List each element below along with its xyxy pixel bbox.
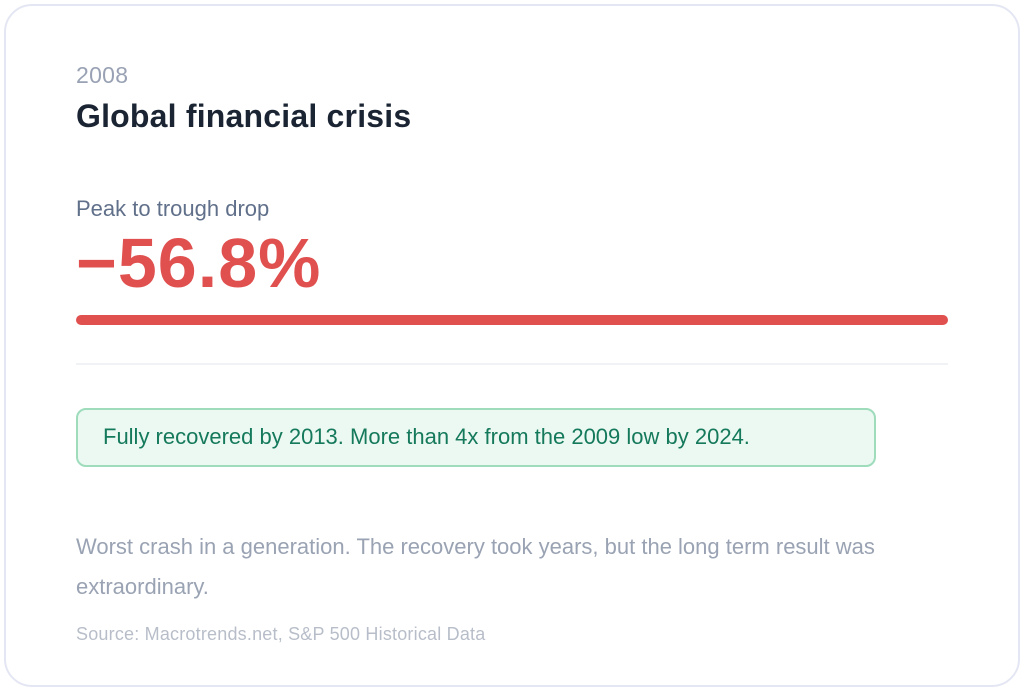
recovery-callout: Fully recovered by 2013. More than 4x fr… (76, 408, 876, 467)
stat-label: Peak to trough drop (76, 195, 270, 221)
crisis-stat-card: 2008 Global financial crisis Peak to tro… (4, 4, 1020, 687)
year-label: 2008 (76, 62, 129, 88)
page-title: Global financial crisis (76, 97, 412, 134)
stat-value: −56.8% (76, 224, 322, 303)
section-divider (76, 363, 948, 366)
drop-underline-bar (76, 315, 948, 326)
description-text: Worst crash in a generation. The recover… (76, 533, 875, 599)
source-attribution: Source: Macrotrends.net, S&P 500 Histori… (76, 623, 486, 644)
